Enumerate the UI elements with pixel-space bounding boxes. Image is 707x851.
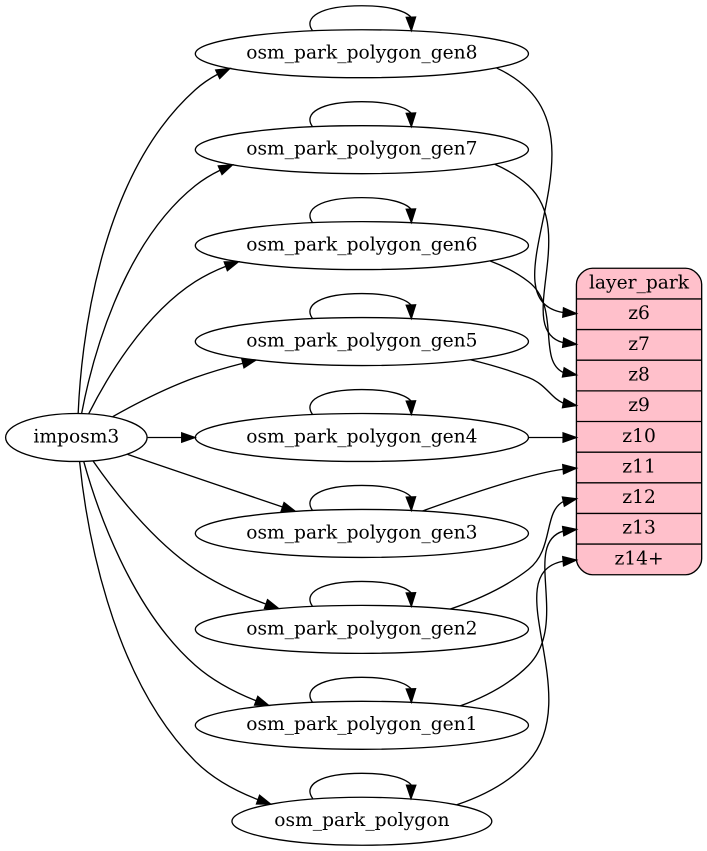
svg-text:z8: z8 [628, 364, 650, 385]
svg-text:layer_park: layer_park [589, 273, 690, 294]
svg-text:z6: z6 [628, 303, 650, 324]
svg-text:osm_park_polygon_gen7: osm_park_polygon_gen7 [246, 139, 477, 160]
svg-text:osm_park_polygon_gen1: osm_park_polygon_gen1 [246, 714, 477, 735]
svg-text:z14+: z14+ [614, 548, 663, 569]
svg-text:imposm3: imposm3 [33, 426, 119, 447]
svg-text:z12: z12 [622, 487, 656, 508]
svg-text:osm_park_polygon_gen4: osm_park_polygon_gen4 [246, 426, 477, 447]
svg-text:osm_park_polygon_gen5: osm_park_polygon_gen5 [246, 330, 477, 351]
svg-text:z11: z11 [622, 456, 656, 477]
svg-text:osm_park_polygon_gen2: osm_park_polygon_gen2 [246, 618, 477, 639]
svg-text:z13: z13 [622, 518, 656, 539]
svg-text:z9: z9 [628, 395, 650, 416]
svg-text:osm_park_polygon_gen6: osm_park_polygon_gen6 [246, 235, 477, 256]
svg-text:osm_park_polygon_gen3: osm_park_polygon_gen3 [246, 522, 477, 543]
svg-text:osm_park_polygon_gen8: osm_park_polygon_gen8 [246, 43, 477, 64]
svg-text:z7: z7 [628, 334, 650, 355]
svg-text:z10: z10 [622, 426, 656, 447]
svg-text:osm_park_polygon: osm_park_polygon [274, 810, 449, 831]
